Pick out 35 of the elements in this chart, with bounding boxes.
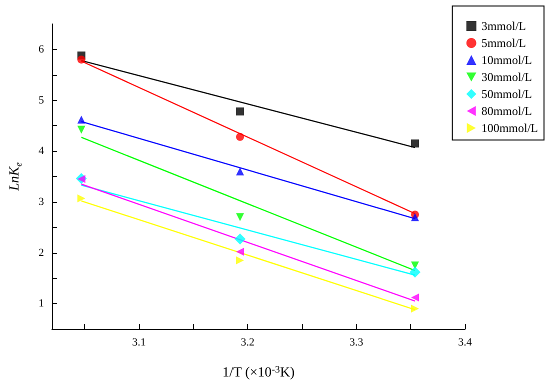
point	[236, 167, 244, 176]
x-tick-label: 3.2	[240, 336, 255, 348]
legend-label: 3mmol/L	[481, 19, 526, 33]
point	[77, 194, 86, 202]
x-tick-label: 3.4	[458, 336, 472, 348]
legend-label: 80mmol/L	[481, 104, 532, 118]
y-tick-label: 2	[38, 246, 44, 259]
point	[236, 248, 244, 256]
point	[411, 213, 420, 222]
point	[236, 213, 244, 222]
x-tick-label: 3.3	[349, 336, 364, 348]
point	[77, 126, 86, 134]
y-tick-label: 3	[38, 196, 44, 208]
point	[77, 116, 86, 124]
point	[236, 256, 244, 264]
legend-label: 10mmol/L	[481, 53, 532, 67]
point	[411, 261, 420, 270]
legend-label: 5mmol/L	[481, 36, 526, 50]
y-tick-label: 1	[38, 298, 44, 310]
point	[411, 139, 420, 148]
point	[411, 304, 420, 313]
x-tick-label: 3.1	[132, 336, 146, 348]
point	[77, 56, 86, 64]
point	[411, 293, 420, 302]
legend-label: 100mmol/L	[481, 121, 538, 135]
legend-label: 50mmol/L	[481, 87, 532, 101]
y-tick-label: 5	[38, 94, 44, 106]
point	[236, 132, 244, 141]
point	[234, 234, 246, 245]
point	[410, 266, 421, 278]
y-axis-title: LnKe	[8, 162, 24, 192]
y-tick-label: 4	[38, 145, 44, 158]
y-tick-label: 6	[38, 43, 44, 56]
legend-label: 30mmol/L	[481, 70, 532, 84]
point	[236, 107, 244, 116]
